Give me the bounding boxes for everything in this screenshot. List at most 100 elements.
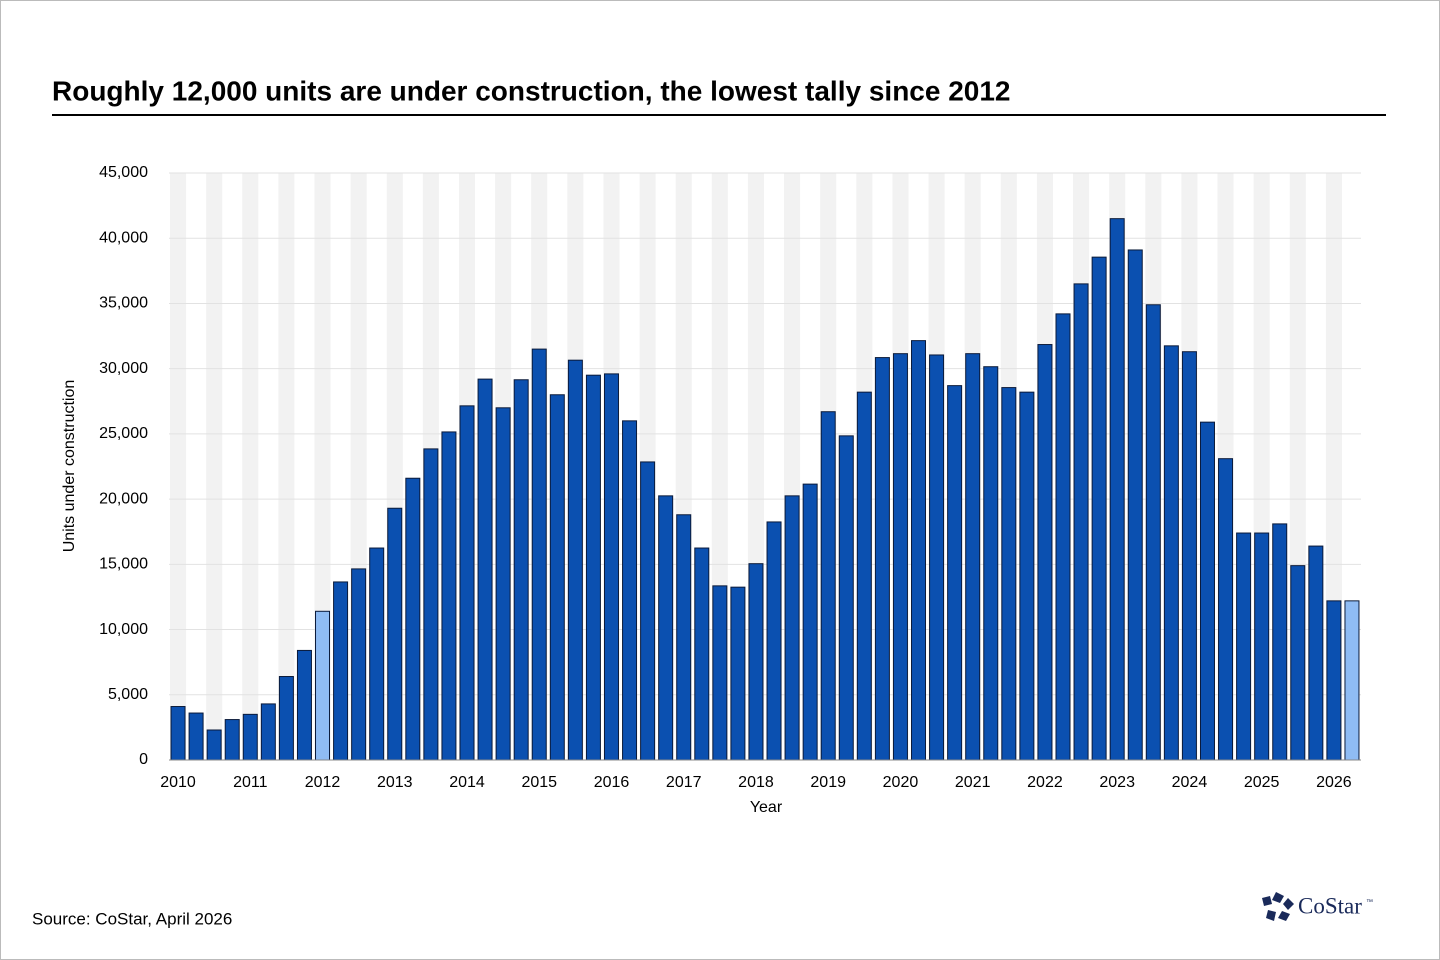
- bar: [188, 712, 204, 761]
- bar: [1326, 600, 1342, 761]
- bar: [549, 394, 565, 761]
- bar: [676, 514, 692, 761]
- stripe: [278, 173, 295, 760]
- bar: [965, 353, 981, 761]
- bar: [387, 507, 403, 761]
- bar: [694, 547, 710, 761]
- x-tick-label: 2010: [160, 774, 196, 791]
- x-tick-label: 2024: [1172, 774, 1208, 791]
- bar: [260, 703, 276, 761]
- x-tick-label: 2012: [305, 774, 341, 791]
- y-tick-label: 40,000: [99, 229, 148, 246]
- bar: [441, 431, 457, 761]
- bar: [730, 586, 746, 761]
- y-axis-label: Units under construction: [61, 380, 78, 553]
- bar: [224, 719, 240, 761]
- x-tick-label: 2021: [955, 774, 991, 791]
- x-tick-label: 2022: [1027, 774, 1063, 791]
- bar: [947, 385, 963, 761]
- bar: [911, 340, 927, 761]
- y-tick-label: 30,000: [99, 360, 148, 377]
- bar: [640, 461, 656, 761]
- x-tick-label: 2015: [521, 774, 557, 791]
- bar: [369, 547, 385, 761]
- x-tick-label: 2013: [377, 774, 413, 791]
- bar: [459, 405, 475, 761]
- x-tick-label: 2019: [810, 774, 846, 791]
- bar: [242, 713, 258, 761]
- y-tick-label: 15,000: [99, 556, 148, 573]
- bar: [585, 374, 601, 761]
- bar: [929, 354, 945, 761]
- bar: [1272, 523, 1288, 761]
- bar: [748, 563, 764, 761]
- y-tick-label: 10,000: [99, 621, 148, 638]
- bar: [874, 357, 890, 761]
- y-tick-label: 0: [139, 751, 148, 768]
- bar: [351, 568, 367, 761]
- bar: [1181, 351, 1197, 761]
- bar: [1091, 256, 1107, 761]
- stripe: [170, 173, 187, 760]
- x-tick-label: 2016: [594, 774, 630, 791]
- bar: [1055, 313, 1071, 761]
- chart-title: Roughly 12,000 units are under construct…: [52, 75, 1011, 106]
- x-tick-label: 2014: [449, 774, 485, 791]
- bar: [1109, 218, 1125, 761]
- bar: [296, 649, 312, 761]
- bar: [170, 706, 186, 761]
- source: Source: CoStar, April 2026: [32, 909, 232, 928]
- x-tick-label: 2020: [883, 774, 919, 791]
- bar: [1218, 458, 1234, 761]
- x-tick-label: 2023: [1099, 774, 1135, 791]
- bar: [1254, 532, 1270, 761]
- bar: [1236, 532, 1252, 761]
- bar: [1199, 421, 1215, 761]
- x-tick-label: 2026: [1316, 774, 1352, 791]
- stripe: [242, 173, 259, 760]
- bar: [333, 581, 349, 761]
- bar: [802, 483, 818, 761]
- x-tick-label: 2017: [666, 774, 702, 791]
- x-tick-label: 2025: [1244, 774, 1280, 791]
- logo-trademark: ™: [1366, 899, 1373, 906]
- x-axis-label: Year: [750, 799, 783, 816]
- x-tick-label: 2018: [738, 774, 774, 791]
- y-tick-label: 35,000: [99, 295, 148, 312]
- bar: [1145, 304, 1161, 761]
- bar: [856, 391, 872, 761]
- bar: [206, 729, 222, 761]
- bar: [1073, 283, 1089, 761]
- bar: [1019, 391, 1035, 761]
- bar: [1290, 565, 1306, 761]
- bar: [1127, 249, 1143, 761]
- bar: [892, 353, 908, 761]
- y-tick-label: 25,000: [99, 425, 148, 442]
- bar: [477, 378, 493, 761]
- stripe: [206, 173, 223, 760]
- bar: [784, 495, 800, 761]
- y-tick-label: 45,000: [99, 164, 148, 181]
- bar: [622, 420, 638, 761]
- bar: [983, 366, 999, 761]
- logo-text: CoStar: [1298, 893, 1362, 918]
- bar: [567, 359, 583, 761]
- bar: [1163, 345, 1179, 761]
- bar: [1308, 545, 1324, 761]
- y-tick-label: 5,000: [108, 686, 148, 703]
- logo-icon: [1262, 892, 1294, 921]
- bar: [1037, 344, 1053, 761]
- bar: [712, 585, 728, 761]
- bar: [423, 448, 439, 761]
- x-tick-label: 2011: [233, 774, 268, 791]
- y-tick-label: 20,000: [99, 490, 148, 507]
- bar: [658, 495, 674, 761]
- bar: [278, 676, 294, 761]
- bar: [405, 477, 421, 761]
- bar: [531, 348, 547, 761]
- bar: [838, 435, 854, 761]
- bar: [315, 610, 331, 761]
- bar: [603, 373, 619, 761]
- bar: [1001, 387, 1017, 761]
